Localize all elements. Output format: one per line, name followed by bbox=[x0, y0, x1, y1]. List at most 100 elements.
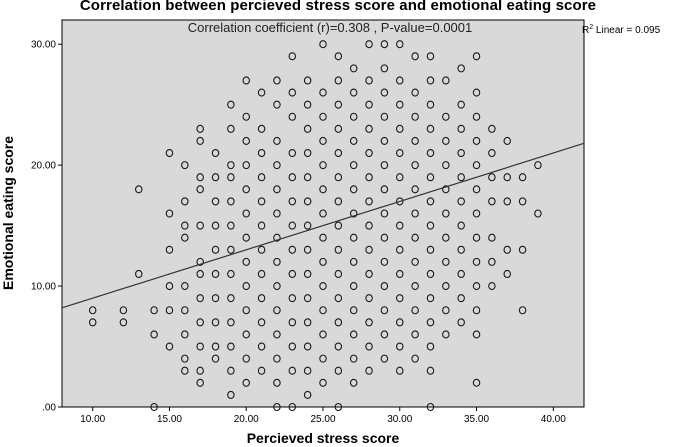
x-tick-label: 20.00 bbox=[234, 414, 259, 425]
data-point bbox=[165, 209, 174, 218]
data-point bbox=[273, 257, 281, 266]
data-point bbox=[472, 306, 481, 315]
data-point bbox=[257, 221, 266, 230]
data-point bbox=[273, 100, 281, 109]
data-point bbox=[334, 342, 343, 351]
data-point bbox=[426, 366, 435, 375]
data-point bbox=[319, 233, 327, 242]
data-point bbox=[396, 342, 404, 351]
data-point bbox=[181, 197, 189, 206]
data-point bbox=[303, 148, 312, 158]
data-point bbox=[273, 136, 281, 145]
data-point bbox=[349, 233, 358, 242]
data-point bbox=[365, 76, 373, 85]
data-point bbox=[396, 40, 404, 49]
data-point bbox=[380, 233, 389, 242]
data-point bbox=[334, 173, 343, 182]
data-point bbox=[242, 112, 250, 121]
data-point bbox=[319, 330, 327, 339]
data-point bbox=[196, 294, 204, 303]
data-point bbox=[288, 402, 297, 412]
x-axis-title: Percieved stress score bbox=[247, 430, 400, 446]
data-point bbox=[411, 306, 419, 315]
data-point bbox=[303, 124, 312, 133]
data-point bbox=[426, 197, 435, 206]
data-point bbox=[242, 378, 250, 387]
data-point bbox=[334, 124, 343, 133]
data-point bbox=[288, 112, 297, 121]
data-point bbox=[380, 161, 389, 170]
data-point bbox=[211, 148, 220, 158]
data-point bbox=[472, 282, 481, 291]
data-point bbox=[442, 233, 450, 242]
data-point bbox=[334, 52, 343, 61]
data-point bbox=[396, 269, 404, 279]
data-point bbox=[442, 161, 450, 170]
x-tick-label: 40.00 bbox=[541, 414, 566, 425]
data-point bbox=[396, 294, 404, 303]
data-point bbox=[472, 257, 481, 266]
y-tick-label: 20.00 bbox=[31, 161, 56, 172]
data-point bbox=[442, 282, 450, 291]
data-point bbox=[349, 185, 358, 194]
data-point bbox=[457, 318, 465, 327]
data-point bbox=[334, 148, 343, 158]
data-point bbox=[365, 148, 373, 158]
data-point bbox=[442, 112, 450, 121]
data-point bbox=[288, 173, 297, 182]
data-point bbox=[442, 257, 450, 266]
y-tick-label: .00 bbox=[42, 403, 56, 414]
data-point bbox=[503, 136, 511, 145]
data-point bbox=[150, 402, 158, 412]
data-point bbox=[426, 100, 435, 109]
data-point bbox=[227, 100, 235, 109]
data-point bbox=[396, 366, 404, 375]
data-point bbox=[457, 294, 465, 303]
data-point bbox=[396, 173, 404, 182]
data-point bbox=[488, 257, 496, 266]
data-point bbox=[426, 342, 435, 351]
data-point bbox=[457, 124, 465, 133]
data-point bbox=[411, 88, 419, 97]
data-point bbox=[442, 136, 450, 145]
data-point bbox=[227, 221, 235, 230]
data-point bbox=[303, 318, 312, 327]
data-point bbox=[273, 282, 281, 291]
data-point bbox=[242, 161, 250, 170]
data-point bbox=[426, 245, 435, 254]
data-point bbox=[135, 269, 143, 279]
data-point bbox=[457, 173, 465, 182]
data-point bbox=[380, 257, 389, 266]
data-point bbox=[288, 221, 297, 230]
data-point bbox=[227, 161, 235, 170]
data-point bbox=[319, 112, 327, 121]
data-point bbox=[334, 221, 343, 230]
data-point bbox=[227, 197, 235, 206]
data-point bbox=[288, 88, 297, 97]
data-point bbox=[196, 173, 204, 182]
data-point bbox=[273, 209, 281, 218]
data-point bbox=[334, 76, 343, 85]
data-point bbox=[380, 306, 389, 315]
data-point bbox=[181, 366, 189, 375]
data-point bbox=[349, 88, 358, 97]
data-point bbox=[426, 173, 435, 182]
data-point bbox=[273, 161, 281, 170]
data-point bbox=[181, 330, 189, 339]
data-point bbox=[242, 282, 250, 291]
data-point bbox=[165, 245, 174, 254]
data-point bbox=[227, 390, 235, 399]
data-point bbox=[380, 136, 389, 145]
data-point bbox=[288, 148, 297, 158]
data-point bbox=[411, 257, 419, 266]
data-point bbox=[442, 209, 450, 218]
data-point bbox=[457, 148, 465, 158]
data-point bbox=[334, 294, 343, 303]
data-point bbox=[165, 306, 174, 315]
chart-title: Correlation between percieved stress sco… bbox=[79, 0, 597, 14]
data-point bbox=[457, 64, 465, 73]
data-point bbox=[227, 366, 235, 375]
data-point bbox=[380, 112, 389, 121]
data-point bbox=[257, 342, 266, 351]
